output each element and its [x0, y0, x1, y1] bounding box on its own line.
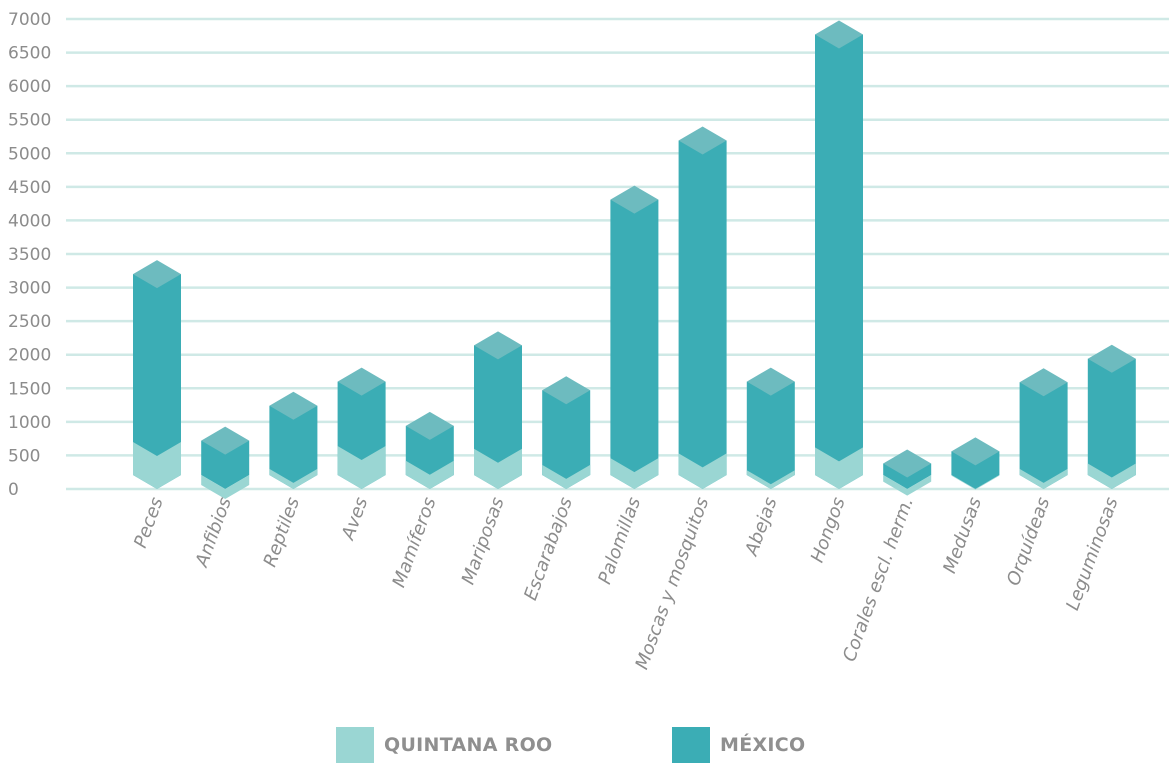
bar-quintana-roo [1087, 463, 1136, 489]
bar-quintana-roo [610, 458, 659, 489]
bar-quintana-roo [883, 475, 932, 496]
bar-mexico [678, 140, 727, 489]
bar-quintana-roo [678, 453, 727, 489]
bars [133, 20, 1136, 499]
bar-top-face [815, 20, 863, 49]
x-category-label: Hongos [807, 495, 850, 566]
bar-top-face [337, 367, 386, 396]
y-tick-label: 3000 [8, 279, 51, 299]
x-category-label: Orquídeas [1003, 495, 1054, 589]
bar-quintana-roo [201, 475, 250, 499]
bar-chart: 0 500 1000 1500 2000 2500 3000 3500 4000 4500 5000… [8, 10, 1169, 673]
bar-top-face [133, 260, 181, 289]
y-tick-label: 2500 [8, 312, 51, 332]
y-tick-label: 0 [8, 480, 19, 500]
bar-mexico [1019, 382, 1068, 489]
bar-mexico [474, 345, 522, 489]
y-tick-label: 500 [8, 446, 40, 466]
bar-quintana-roo [269, 468, 318, 489]
x-category-label: Medusas [939, 495, 986, 577]
bar-top-face [610, 185, 659, 214]
y-tick-label: 3500 [8, 245, 51, 265]
bar-mexico [746, 381, 795, 489]
x-category-label: Anfibios [191, 495, 236, 571]
bar-top-face [883, 449, 932, 478]
x-category-label: Moscas y mosquitos [631, 495, 713, 673]
legend-item-quintana-roo: QUINTANA ROO [336, 727, 553, 763]
y-axis-tick-labels: 0 500 1000 1500 2000 2500 3000 3500 4000 4500 5000… [8, 10, 51, 500]
bar-mexico [610, 199, 659, 489]
bar-mexico [951, 451, 1000, 489]
y-tick-label: 2000 [8, 346, 51, 366]
x-category-label: Palomillas [594, 495, 645, 588]
legend-item-mexico: MÉXICO [672, 727, 806, 763]
bar-quintana-roo [746, 470, 795, 489]
bar-mexico [815, 34, 863, 489]
bar-quintana-roo [337, 446, 386, 489]
bar-top-face [1019, 368, 1068, 397]
x-category-label: Mamíferos [389, 495, 441, 591]
bar-mexico [1087, 358, 1136, 489]
bar-top-face [474, 331, 522, 360]
y-tick-label: 1000 [8, 413, 51, 433]
x-category-label: Abejas [741, 495, 782, 560]
y-tick-label: 4500 [8, 178, 51, 198]
y-tick-label: 6500 [8, 44, 51, 64]
bar-top-face [746, 367, 795, 396]
bar-top-face [951, 437, 1000, 466]
bar-top-face [678, 126, 727, 155]
y-tick-label: 6000 [8, 77, 51, 97]
bar-quintana-roo [542, 464, 591, 489]
y-tick-label: 4000 [8, 211, 51, 231]
y-tick-label: 7000 [8, 10, 51, 30]
bar-quintana-roo [405, 460, 454, 489]
legend-label-quintana-roo: QUINTANA ROO [384, 734, 553, 756]
bar-quintana-roo [1019, 468, 1068, 489]
bar-top-face [405, 411, 454, 440]
bar-mexico [201, 440, 250, 489]
bar-mexico [269, 405, 318, 489]
x-category-label: Escarabajos [520, 495, 577, 604]
legend-swatch-mexico [672, 727, 710, 763]
x-category-label: Leguminosas [1062, 495, 1122, 614]
bar-top-face [269, 391, 318, 420]
x-category-label: Aves [337, 495, 372, 544]
x-category-label: Corales escl. herm. [839, 495, 918, 665]
x-category-label: Reptiles [260, 495, 305, 570]
bar-top-face [1087, 344, 1136, 373]
legend-label-mexico: MÉXICO [720, 734, 806, 756]
bar-mexico [542, 390, 591, 489]
bar-top-face [542, 376, 591, 405]
y-tick-label: 5000 [8, 144, 51, 164]
x-category-label: Mariposas [458, 495, 509, 588]
bar-top-face [201, 426, 250, 455]
legend-swatch-quintana-roo [336, 727, 374, 763]
y-tick-label: 5500 [8, 111, 51, 131]
bar-quintana-roo [815, 447, 863, 489]
bar-quintana-roo [133, 442, 181, 489]
bar-mexico [133, 274, 181, 489]
x-category-label: Peces [130, 495, 168, 551]
x-axis-category-labels: Peces Anfibios Reptiles Aves Mamíferos Maripo… [130, 495, 1122, 673]
bar-quintana-roo [474, 448, 522, 489]
y-tick-label: 1500 [8, 379, 51, 399]
